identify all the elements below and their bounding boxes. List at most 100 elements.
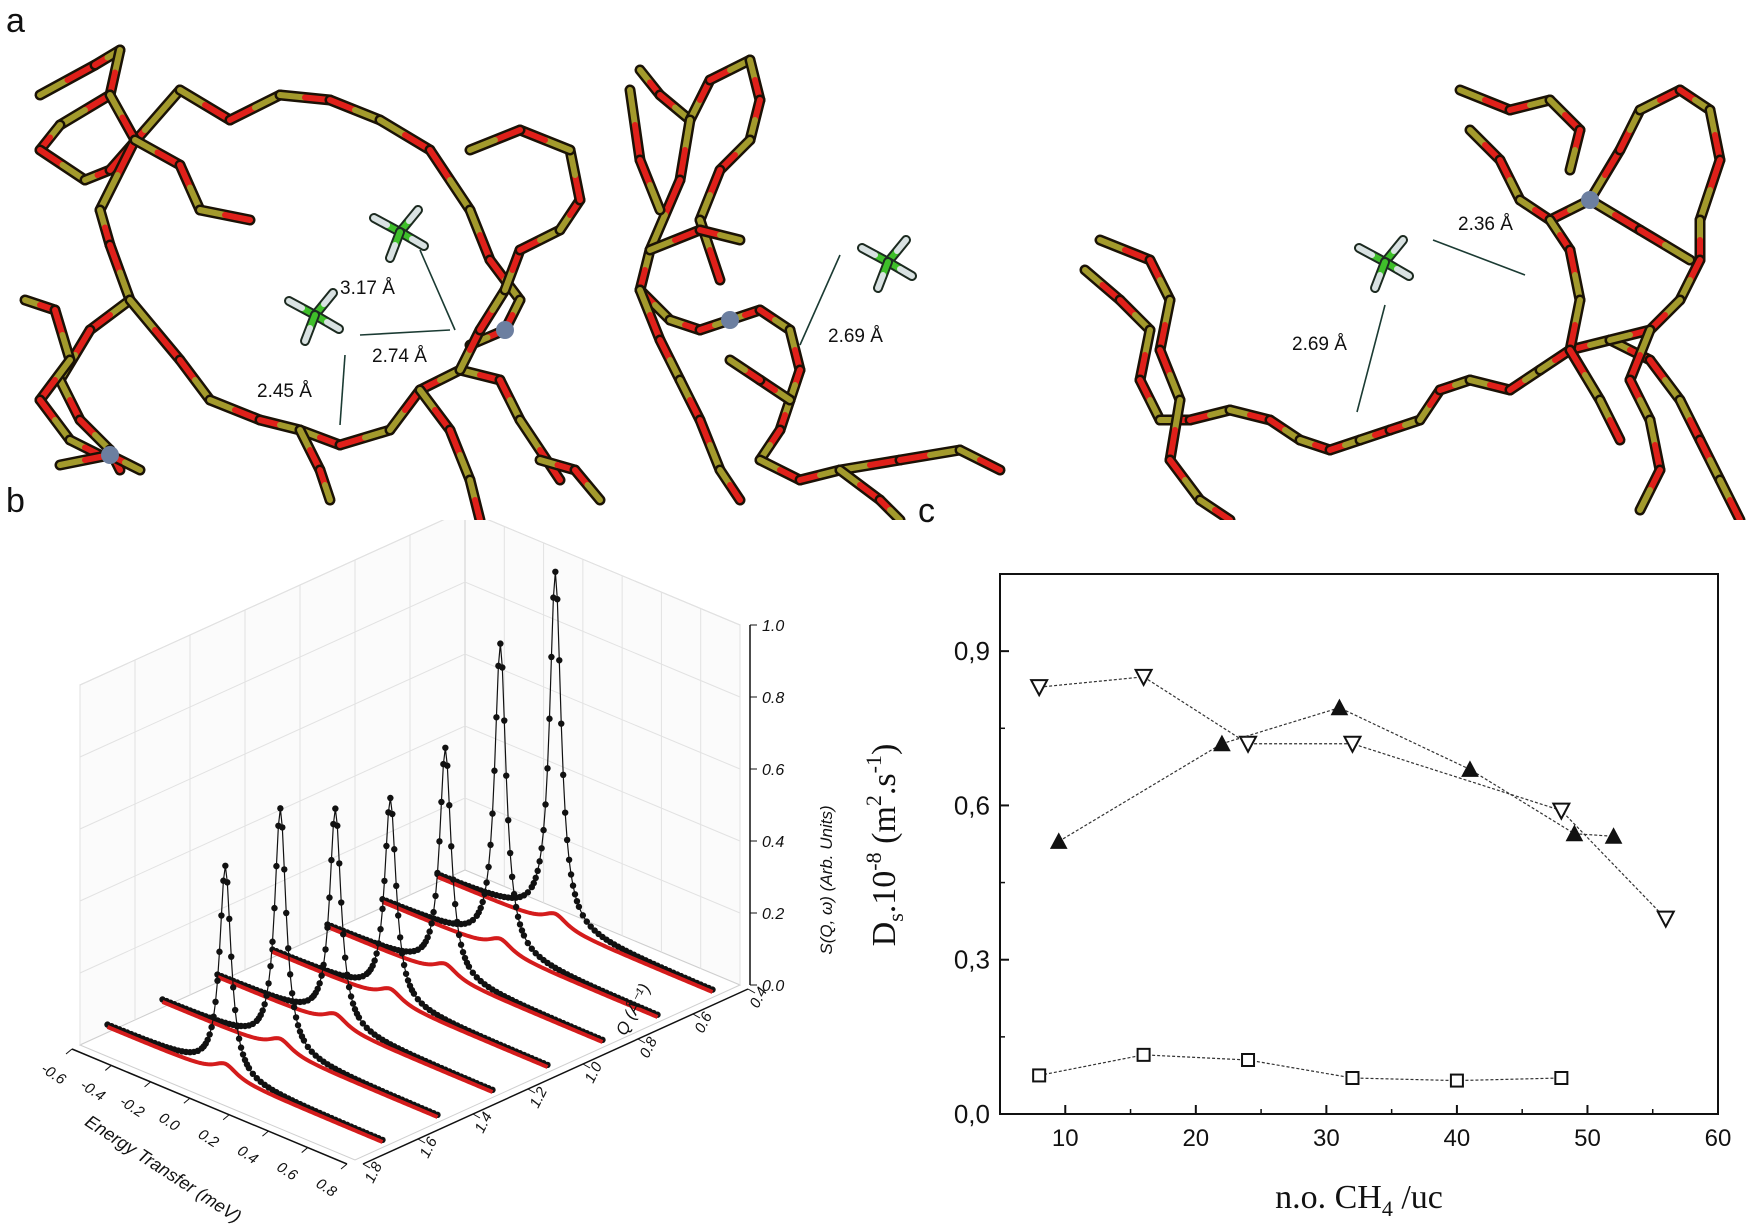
framework-bond (747, 57, 758, 83)
waterfall-series (379, 640, 661, 1019)
framework-bond (77, 417, 98, 438)
gridline (79, 725, 741, 902)
data-point (491, 767, 498, 774)
framework-bond (517, 237, 543, 253)
data-point (503, 772, 510, 779)
framework-bond (1707, 107, 1718, 138)
framework-bond (97, 172, 121, 213)
framework-bond (957, 447, 983, 463)
distance-label: 2.45 Å (257, 381, 312, 402)
data-point (573, 897, 581, 905)
data-point (222, 862, 229, 869)
framework-bond (717, 467, 733, 488)
data-point (383, 842, 390, 850)
framework-bond (1567, 247, 1578, 278)
gridline (79, 797, 741, 974)
data-point (391, 846, 398, 853)
framework-bond (1227, 407, 1253, 418)
data-point (347, 993, 355, 1000)
data-point (410, 990, 418, 997)
ch-bond (387, 242, 398, 261)
data-point (294, 1022, 302, 1029)
framework-bond (1197, 497, 1218, 513)
data-point (442, 744, 449, 751)
data-point (430, 908, 437, 916)
framework-bond (337, 434, 368, 448)
data-point (265, 980, 272, 987)
data-point (277, 805, 284, 812)
framework-bond (732, 137, 753, 158)
framework-bond (767, 427, 783, 448)
framework-bond (72, 327, 93, 358)
gridline (79, 653, 741, 830)
framework-bond (1572, 127, 1583, 153)
data-point (565, 856, 573, 863)
framework-bond (1467, 377, 1493, 388)
framework-bond (472, 497, 483, 520)
framework-bond (1662, 297, 1683, 318)
data-point (1342, 735, 1363, 754)
e-tick-label: -0.2 (116, 1093, 147, 1122)
data-point (245, 1064, 253, 1072)
data-point (336, 860, 343, 867)
framework-bond (1167, 457, 1188, 483)
e-axis-line (71, 1048, 348, 1165)
data-point (369, 962, 376, 969)
data-point (465, 963, 473, 970)
framework-bond (1662, 242, 1693, 263)
e-tick-label: -0.6 (38, 1060, 69, 1089)
contact-line (799, 254, 841, 346)
framework-bond (1497, 157, 1513, 183)
data-point (1565, 824, 1584, 842)
data-point (377, 925, 384, 933)
framework-bond (627, 87, 638, 128)
ch-bond (371, 215, 390, 228)
framework-bond (1117, 297, 1138, 318)
framework-bond (57, 377, 73, 403)
data-point (273, 862, 280, 870)
q-tick (637, 1038, 646, 1044)
e-tick (301, 1147, 309, 1153)
framework-bond (682, 117, 693, 153)
framework-bond (257, 417, 283, 428)
data-point (212, 998, 219, 1006)
y-tick-label: 0,6 (954, 790, 990, 820)
hydrogen-bond-lines (339, 239, 1526, 426)
data-point (583, 918, 590, 925)
data-point (1461, 760, 1479, 777)
series-line (1058, 707, 1614, 842)
data-point (477, 904, 484, 912)
data-point (343, 971, 351, 978)
data-point (404, 977, 412, 984)
data-point (544, 765, 551, 772)
data-point (235, 1035, 243, 1042)
data-point (1213, 734, 1231, 752)
q-tick (472, 1113, 481, 1119)
framework-bond (1687, 257, 1703, 283)
framework-bond (697, 417, 713, 448)
data-point (524, 939, 532, 947)
data-point (218, 912, 225, 919)
framework-bond (1647, 357, 1668, 383)
fit-line (271, 950, 549, 1069)
framework-bond (417, 387, 438, 413)
data-point (1345, 1071, 1360, 1085)
gridline (79, 581, 741, 758)
data-point (249, 1070, 257, 1078)
e-tick-label: 0.0 (156, 1109, 183, 1135)
framework-bond (757, 307, 778, 323)
data-point (450, 876, 457, 883)
data-point (381, 877, 388, 885)
data-point (341, 954, 349, 961)
data-point (512, 903, 520, 911)
ch-bond (406, 207, 421, 224)
data-point (237, 1044, 245, 1051)
data-point (304, 1043, 312, 1051)
framework-bond (637, 157, 653, 188)
framework-bond (1597, 397, 1613, 423)
data-point (556, 657, 563, 664)
ch-bond (897, 266, 915, 279)
framework-bond (1137, 377, 1153, 403)
framework-bond (837, 467, 863, 488)
data-point (505, 816, 512, 824)
